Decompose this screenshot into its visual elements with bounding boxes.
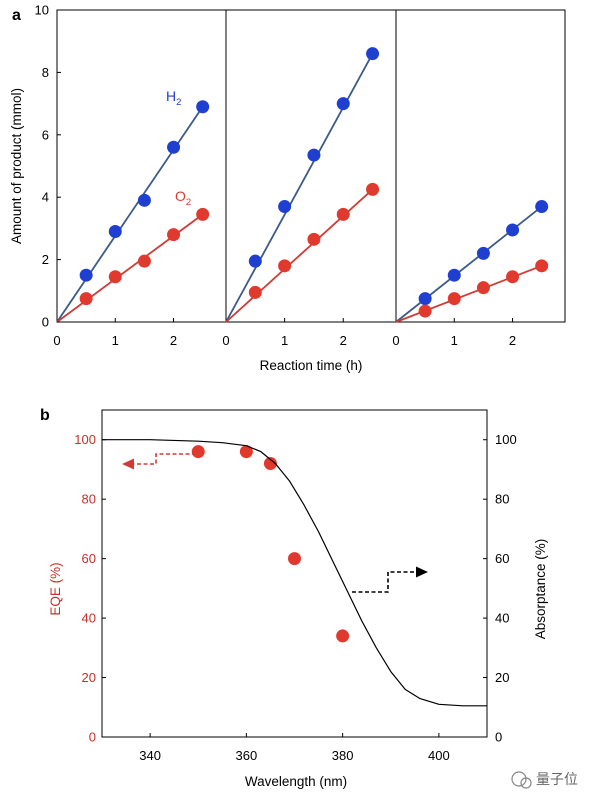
y-tick-label: 8 xyxy=(42,65,49,80)
watermark: 量子位 xyxy=(511,771,578,789)
o2-fit-line xyxy=(56,213,204,323)
y-tick-label-left: 40 xyxy=(82,611,96,626)
o2-data-point xyxy=(196,207,210,221)
y-tick-label-left: 80 xyxy=(82,492,96,507)
y-tick-label-right: 80 xyxy=(495,492,509,507)
x-tick-label: 380 xyxy=(332,748,354,763)
h2-fit-line xyxy=(395,205,543,323)
o2-label-sub: 2 xyxy=(186,197,191,208)
o2-data-point xyxy=(307,232,321,246)
panel-a-ylabel: Amount of product (mmol) xyxy=(9,88,24,244)
y-tick-label: 0 xyxy=(42,315,49,330)
absorptance-curve xyxy=(102,439,487,707)
panel-a-xlabel: Reaction time (h) xyxy=(260,358,363,373)
x-tick-label: 1 xyxy=(451,333,458,348)
x-tick-label: 360 xyxy=(236,748,258,763)
y-tick-label-left: 60 xyxy=(82,551,96,566)
y-tick-label-left: 0 xyxy=(89,730,96,745)
x-tick-label: 2 xyxy=(509,333,516,348)
eqe-arrow-head xyxy=(122,458,134,470)
panel-b-frame xyxy=(101,409,488,738)
eqe-data-point xyxy=(239,445,253,459)
h2-data-point xyxy=(248,254,262,268)
x-tick-label: 2 xyxy=(340,333,347,348)
eqe-data-point xyxy=(336,629,350,643)
o2-fit-line xyxy=(395,265,543,323)
watermark-text: 量子位 xyxy=(536,771,578,787)
h2-data-point xyxy=(418,292,432,306)
x-tick-label: 400 xyxy=(428,748,450,763)
h2-data-point xyxy=(307,148,321,162)
eqe-data-point xyxy=(263,457,277,471)
panel-b-xlabel: Wavelength (nm) xyxy=(245,774,347,789)
y-tick-label-right: 100 xyxy=(495,432,517,447)
h2-fit-line xyxy=(225,53,374,323)
y-tick-label: 2 xyxy=(42,252,49,267)
x-tick-label: 2 xyxy=(170,333,177,348)
o2-fit-line xyxy=(225,188,374,323)
x-tick-label: 0 xyxy=(53,333,60,348)
x-tick-label: 0 xyxy=(392,333,399,348)
h2-data-point xyxy=(535,200,549,214)
h2-data-point xyxy=(447,268,461,282)
o2-data-point xyxy=(336,207,350,221)
subplot-frame-3 xyxy=(395,9,566,323)
h2-data-point xyxy=(196,100,210,114)
h2-data-point xyxy=(506,223,520,237)
o2-series-label: O2 xyxy=(175,188,191,208)
o2-data-point xyxy=(476,281,490,295)
x-tick-label: 340 xyxy=(139,748,161,763)
o2-data-point xyxy=(535,259,549,273)
h2-data-point xyxy=(108,225,122,239)
h2-label-main: H xyxy=(166,88,176,104)
x-tick-label: 0 xyxy=(222,333,229,348)
o2-data-point xyxy=(447,292,461,306)
absorptance-axis-arrow xyxy=(352,571,416,593)
y-tick-label-left: 20 xyxy=(82,670,96,685)
h2-data-point xyxy=(137,193,151,207)
panel-b-ylabel-right: Absorptance (%) xyxy=(533,539,548,640)
eqe-data-point xyxy=(288,552,301,566)
panel-b-label: b xyxy=(40,407,50,424)
y-tick-label: 10 xyxy=(35,3,49,18)
absorptance-arrow-head xyxy=(416,566,428,578)
wechat-icon xyxy=(511,771,527,787)
y-tick-label-left: 100 xyxy=(74,432,96,447)
x-tick-label: 1 xyxy=(112,333,119,348)
o2-data-point xyxy=(366,182,380,196)
o2-data-point xyxy=(418,304,432,318)
o2-data-point xyxy=(506,270,520,284)
y-tick-label-right: 60 xyxy=(495,551,509,566)
h2-data-point xyxy=(366,47,380,61)
o2-data-point xyxy=(248,285,262,299)
h2-fit-line xyxy=(56,106,204,323)
y-tick-label-right: 0 xyxy=(495,730,502,745)
h2-data-point xyxy=(336,97,350,111)
eqe-axis-arrow xyxy=(132,453,196,465)
o2-label-main: O xyxy=(175,188,186,204)
o2-data-point xyxy=(278,259,292,273)
h2-label-sub: 2 xyxy=(176,97,181,108)
o2-data-point xyxy=(137,254,151,268)
panel-a-label: a xyxy=(12,7,21,24)
x-tick-label: 1 xyxy=(281,333,288,348)
o2-data-point xyxy=(167,228,181,242)
h2-data-point xyxy=(167,140,181,154)
y-tick-label: 6 xyxy=(42,127,49,142)
h2-data-point xyxy=(79,268,93,282)
panel-b-ylabel-left: EQE (%) xyxy=(48,562,63,615)
wechat-icon-dot xyxy=(520,777,532,789)
h2-series-label: H2 xyxy=(166,88,181,108)
h2-data-point xyxy=(476,246,490,260)
h2-data-point xyxy=(278,200,292,214)
y-tick-label: 4 xyxy=(42,190,49,205)
y-tick-label-right: 40 xyxy=(495,611,509,626)
o2-data-point xyxy=(108,270,122,284)
eqe-data-point xyxy=(191,445,205,459)
y-tick-label-right: 20 xyxy=(495,670,509,685)
o2-data-point xyxy=(79,292,93,306)
